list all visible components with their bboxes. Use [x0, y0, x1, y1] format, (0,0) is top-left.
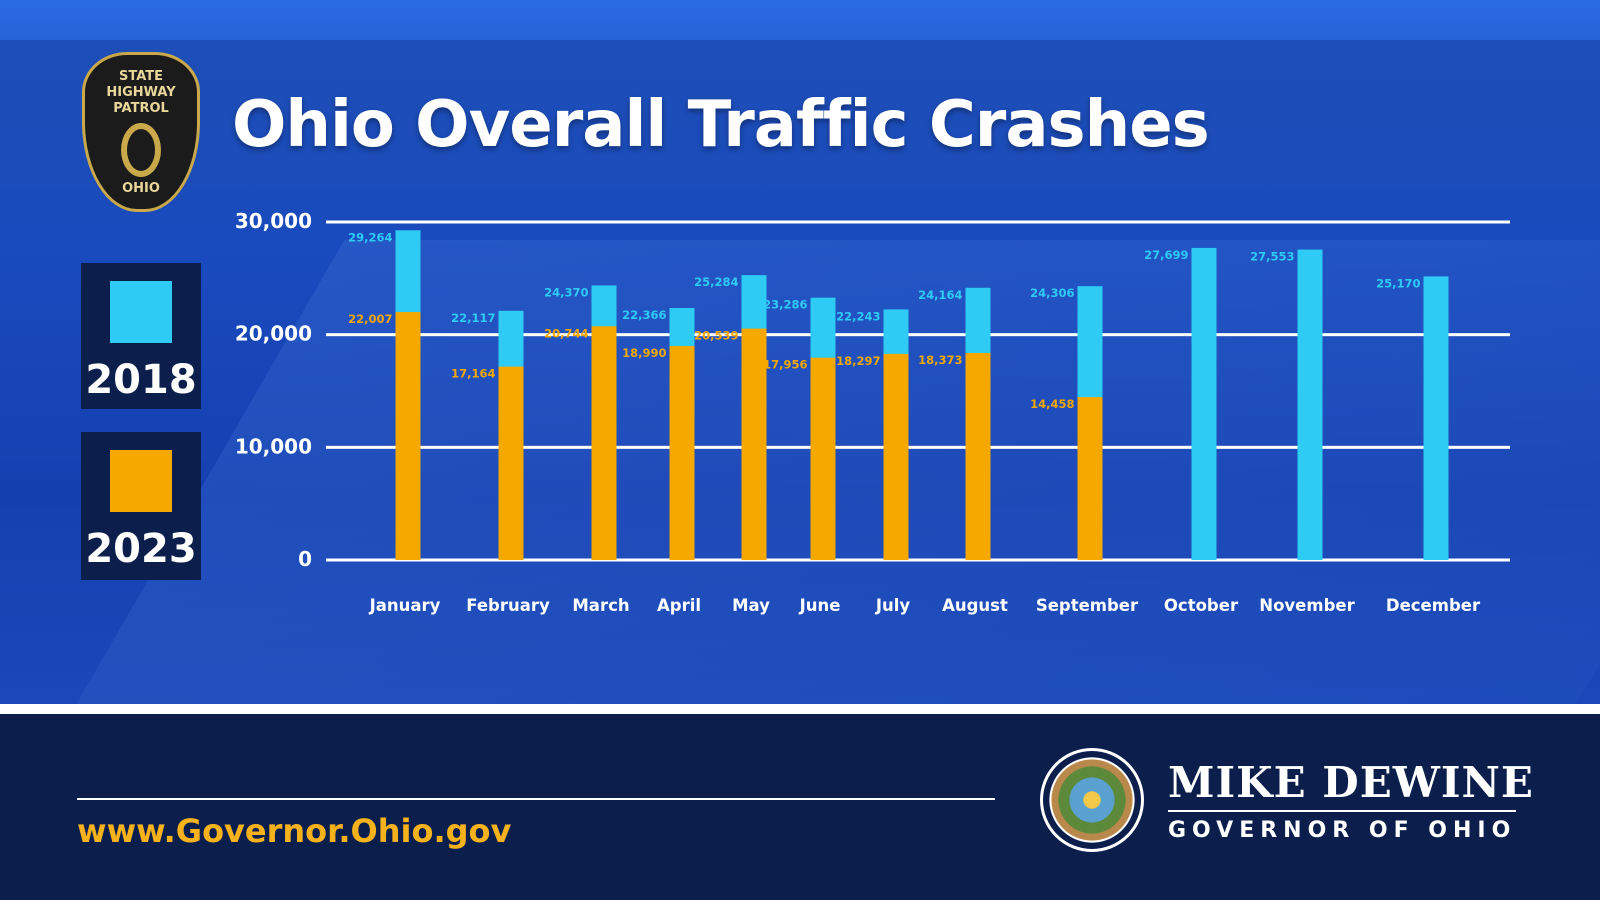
data-label-2018: 29,264 — [348, 230, 392, 244]
data-label-2018: 27,699 — [1144, 248, 1188, 262]
legend-item-2023: 2023 — [81, 432, 201, 580]
x-tick-label: February — [466, 596, 550, 615]
legend-swatch — [110, 450, 172, 512]
footer — [0, 714, 1600, 900]
logo-text: STATE — [118, 69, 164, 84]
page-title: Ohio Overall Traffic Crashes — [232, 88, 1210, 162]
bar-2023 — [965, 352, 991, 560]
bar-2023 — [591, 326, 617, 560]
data-label-2023: 17,956 — [763, 358, 807, 372]
state-highway-patrol-logo: STATE HIGHWAY PATROL OHIO — [82, 52, 200, 212]
data-label-2023: 18,373 — [918, 353, 962, 367]
x-tick-label: November — [1259, 596, 1355, 615]
data-label-2023: 17,164 — [451, 367, 495, 381]
legend-label: 2018 — [85, 357, 197, 403]
governor-seal-icon — [1040, 748, 1144, 852]
governor-rule — [1168, 810, 1516, 812]
bar-2023 — [498, 366, 524, 560]
data-label-2018: 22,243 — [836, 309, 880, 323]
bar-2023 — [1077, 397, 1103, 560]
data-label-2018: 24,370 — [544, 285, 588, 299]
y-tick-label: 30,000 — [235, 209, 312, 233]
gridline — [326, 445, 1510, 449]
x-tick-label: January — [369, 596, 441, 615]
x-tick-label: June — [799, 596, 841, 615]
x-tick-label: July — [875, 596, 911, 615]
bar-2023 — [395, 312, 421, 560]
data-label-2023: 22,007 — [348, 312, 392, 326]
logo-text: PATROL — [113, 101, 169, 116]
footer-rule — [77, 798, 995, 800]
x-tick-label: April — [657, 596, 701, 615]
data-label-2018: 23,286 — [763, 298, 807, 312]
data-label-2023: 14,458 — [1030, 397, 1074, 411]
data-label-2018: 24,306 — [1030, 286, 1074, 300]
gridline — [326, 220, 1510, 224]
gridline — [326, 558, 1510, 562]
x-tick-label: March — [572, 596, 629, 615]
data-label-2018: 22,366 — [622, 308, 666, 322]
x-tick-label: September — [1036, 596, 1139, 615]
logo-text: HIGHWAY — [106, 85, 176, 100]
bar-2018 — [1297, 249, 1323, 561]
data-label-2023: 20,539 — [694, 329, 738, 343]
governor-name: MIKE DEWINE — [1168, 758, 1534, 807]
divider — [0, 704, 1600, 714]
data-label-2023: 20,744 — [544, 326, 588, 340]
governor-title: GOVERNOR OF OHIO — [1168, 818, 1517, 843]
x-tick-label: October — [1164, 596, 1239, 615]
bar-2023 — [741, 328, 767, 560]
y-tick-label: 0 — [298, 547, 312, 571]
background-photo — [0, 0, 1600, 704]
x-tick-label: August — [942, 596, 1008, 615]
y-tick-label: 20,000 — [235, 322, 312, 346]
gridline — [326, 333, 1510, 337]
data-label-2023: 18,990 — [622, 346, 666, 360]
winged-wheel-icon — [121, 123, 161, 177]
logo-text: OHIO — [122, 181, 160, 196]
data-label-2023: 18,297 — [836, 354, 880, 368]
x-tick-label: December — [1386, 596, 1481, 615]
bar-2018 — [1191, 247, 1217, 560]
bar-2023 — [810, 357, 836, 560]
bar-2023 — [669, 346, 695, 560]
x-tick-label: May — [732, 596, 770, 615]
legend-swatch — [110, 281, 172, 343]
bar-2023 — [883, 353, 909, 560]
data-label-2018: 25,284 — [694, 275, 738, 289]
y-tick-label: 10,000 — [235, 434, 312, 458]
legend-label: 2023 — [85, 526, 197, 572]
data-label-2018: 27,553 — [1250, 250, 1294, 264]
data-label-2018: 25,170 — [1376, 276, 1420, 290]
bar-2018 — [1423, 276, 1449, 560]
bar-chart: 0 10,000 20,000 30,000 29,264 22,007 January 22… — [235, 209, 1510, 615]
website-link[interactable]: www.Governor.Ohio.gov — [77, 812, 512, 850]
data-label-2018: 24,164 — [918, 288, 962, 302]
data-label-2018: 22,117 — [451, 311, 495, 325]
legend-item-2018: 2018 — [81, 263, 201, 409]
